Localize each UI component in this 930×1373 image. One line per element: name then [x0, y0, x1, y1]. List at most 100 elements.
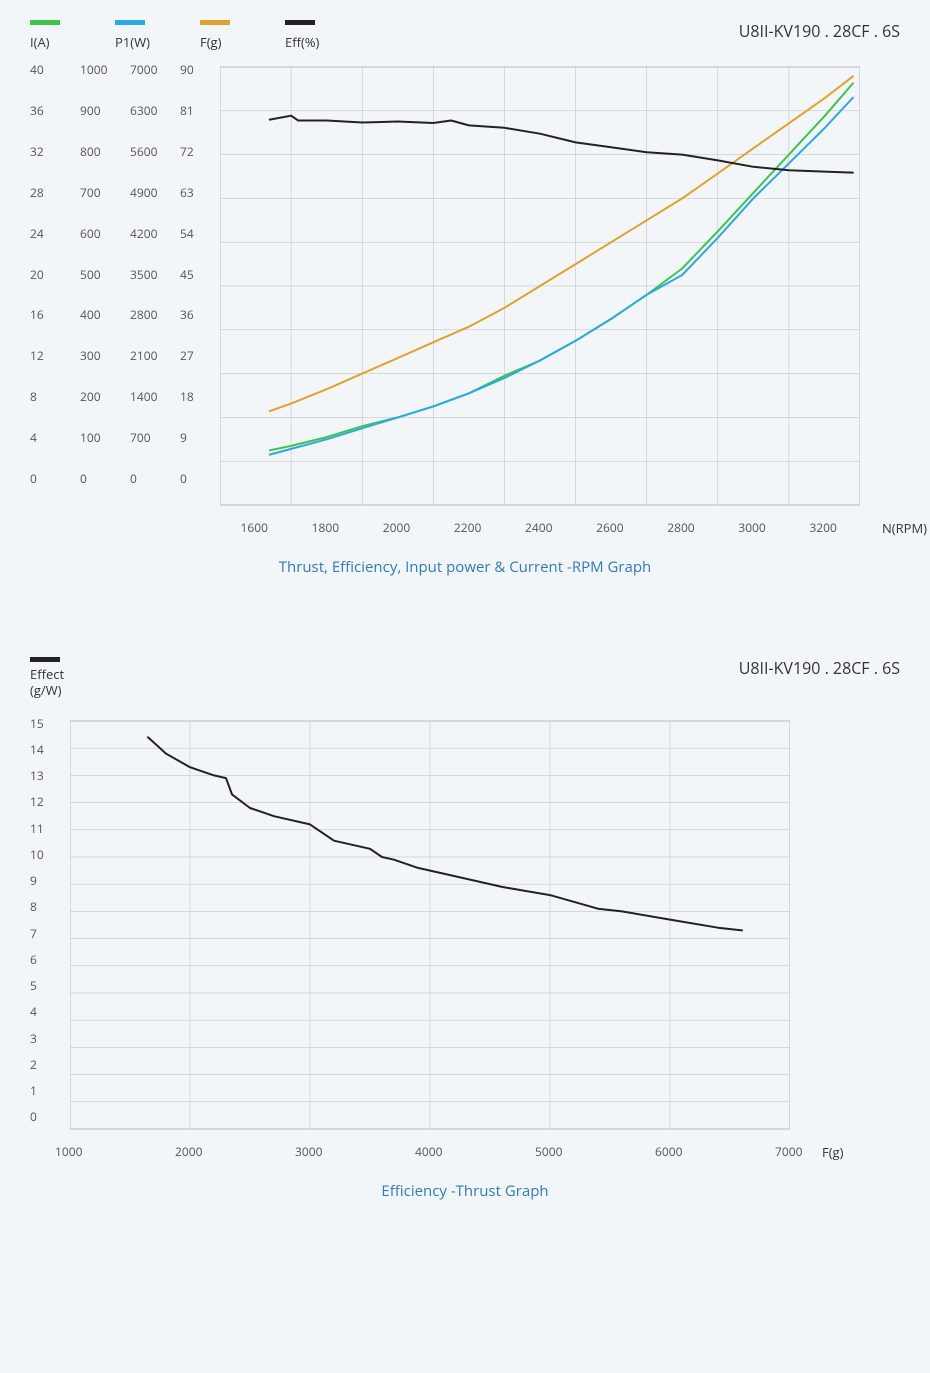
chart1-svg [220, 61, 860, 511]
ytick: 7000 [130, 61, 180, 102]
ytick: 14 [30, 741, 70, 767]
ytick: 200 [80, 388, 130, 429]
chart1-plot-wrap: 160018002000220024002600280030003200N(RP… [220, 61, 900, 537]
chart2-xaxis-label: F(g) [822, 1143, 843, 1161]
chart2-yaxis: 1514131211109876543210 [30, 715, 70, 1135]
legend-label-Eff: Eff(%) [285, 33, 325, 51]
ytick: 800 [80, 143, 130, 184]
ytick: 9 [30, 872, 70, 898]
series-effect [148, 737, 742, 930]
ytick: 6 [30, 951, 70, 977]
ytick: 36 [180, 306, 220, 347]
ytick: 40 [30, 61, 80, 102]
xtick: 1000 [55, 1143, 82, 1160]
ytick: 72 [180, 143, 220, 184]
ytick: 6300 [130, 102, 180, 143]
ytick: 24 [30, 225, 80, 266]
ytick: 0 [130, 470, 180, 511]
yaxis-F: 7000630056004900420035002800210014007000 [130, 61, 180, 511]
chart2-title: U8II-KV190 . 28CF . 6S [739, 657, 900, 679]
chart2-xaxis: 1000200030004000500060007000F(g) [70, 1143, 790, 1161]
ytick: 4 [30, 429, 80, 470]
yaxis-Eff: 90817263544536271890 [180, 61, 220, 511]
ytick: 7 [30, 925, 70, 951]
xtick: 4000 [415, 1143, 442, 1160]
ytick: 54 [180, 225, 220, 266]
ytick: 5 [30, 977, 70, 1003]
chart2-plot-wrap: 1000200030004000500060007000F(g) [70, 715, 900, 1161]
chart2-body: 1514131211109876543210 10002000300040005… [30, 715, 900, 1161]
legend-swatch-Eff [285, 20, 315, 25]
chart2-legend-swatch [30, 657, 60, 662]
xtick: 6000 [655, 1143, 682, 1160]
ytick: 3 [30, 1030, 70, 1056]
ytick: 700 [80, 184, 130, 225]
chart1-yaxes: 4036322824201612840100090080070060050040… [30, 61, 220, 537]
chart1-xaxis-label: N(RPM) [882, 519, 927, 537]
ytick: 3500 [130, 266, 180, 307]
ytick: 0 [180, 470, 220, 511]
legend-swatch-F [200, 20, 230, 25]
xtick: 2000 [175, 1143, 202, 1160]
ytick: 2100 [130, 347, 180, 388]
ytick: 2800 [130, 306, 180, 347]
yaxis-I: 4036322824201612840 [30, 61, 80, 511]
ytick: 90 [180, 61, 220, 102]
xtick: 5000 [535, 1143, 562, 1160]
xtick: 3200 [809, 519, 836, 536]
ytick: 4900 [130, 184, 180, 225]
ytick: 1 [30, 1082, 70, 1108]
chart2-block: U8II-KV190 . 28CF . 6S Effect (g/W) 1514… [30, 657, 900, 1201]
ytick: 2 [30, 1056, 70, 1082]
ytick: 32 [30, 143, 80, 184]
ytick: 45 [180, 266, 220, 307]
ytick: 5600 [130, 143, 180, 184]
ytick: 700 [130, 429, 180, 470]
xtick: 3000 [295, 1143, 322, 1160]
xtick: 7000 [775, 1143, 802, 1160]
yaxis-P1: 10009008007006005004003002001000 [80, 61, 130, 511]
xtick: 2200 [454, 519, 481, 536]
chart2-svg [70, 715, 790, 1135]
ytick: 8 [30, 388, 80, 429]
ytick: 100 [80, 429, 130, 470]
ytick: 27 [180, 347, 220, 388]
legend-label-P1: P1(W) [115, 33, 165, 51]
legend-label-F: F(g) [200, 33, 250, 51]
ytick: 63 [180, 184, 220, 225]
ytick: 1000 [80, 61, 130, 102]
xtick: 1800 [312, 519, 339, 536]
chart2-caption: Efficiency -Thrust Graph [30, 1181, 900, 1201]
ytick: 4 [30, 1003, 70, 1029]
chart1-block: U8II-KV190 . 28CF . 6S I(A)P1(W)F(g)Eff(… [30, 20, 900, 577]
ytick: 4200 [130, 225, 180, 266]
chart1-caption: Thrust, Efficiency, Input power & Curren… [30, 557, 900, 577]
ytick: 28 [30, 184, 80, 225]
ytick: 13 [30, 767, 70, 793]
series-Eff [270, 116, 853, 173]
ytick: 10 [30, 846, 70, 872]
ytick: 81 [180, 102, 220, 143]
ytick: 1400 [130, 388, 180, 429]
xtick: 1600 [241, 519, 268, 536]
chart1-title: U8II-KV190 . 28CF . 6S [739, 20, 900, 42]
ytick: 20 [30, 266, 80, 307]
ytick: 11 [30, 820, 70, 846]
ytick: 36 [30, 102, 80, 143]
xtick: 2600 [596, 519, 623, 536]
series-P1 [270, 98, 853, 455]
chart1-body: 4036322824201612840100090080070060050040… [30, 61, 900, 537]
xtick: 2400 [525, 519, 552, 536]
ytick: 500 [80, 266, 130, 307]
ytick: 8 [30, 898, 70, 924]
ytick: 900 [80, 102, 130, 143]
ytick: 9 [180, 429, 220, 470]
ytick: 15 [30, 715, 70, 741]
ytick: 0 [80, 470, 130, 511]
ytick: 0 [30, 1108, 70, 1134]
legend-swatch-P1 [115, 20, 145, 25]
ytick: 300 [80, 347, 130, 388]
legend-swatch-I [30, 20, 60, 25]
chart1-xaxis: 160018002000220024002600280030003200N(RP… [220, 519, 860, 537]
ytick: 16 [30, 306, 80, 347]
